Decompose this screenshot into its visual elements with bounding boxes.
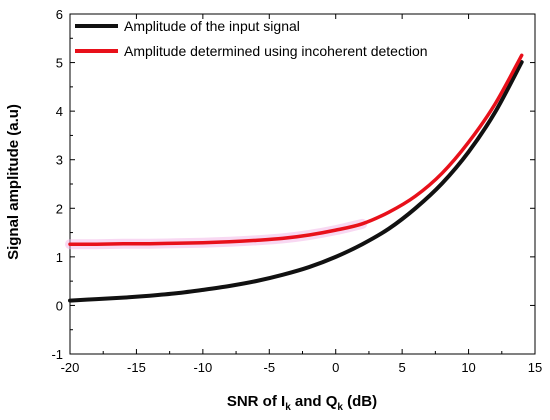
x-tick-label: -20 xyxy=(61,360,80,375)
y-tick-label: 4 xyxy=(56,104,63,119)
x-tick-label: -15 xyxy=(127,360,146,375)
plot-frame xyxy=(69,13,536,355)
legend-label-input: Amplitude of the input signal xyxy=(124,18,300,34)
series-line-1 xyxy=(68,53,524,247)
y-tick-label: 5 xyxy=(56,56,63,71)
legend: Amplitude of the input signal Amplitude … xyxy=(75,18,428,59)
x-tick-label: 10 xyxy=(461,360,475,375)
x-axis-title: SNR of Ik and Qk (dB) xyxy=(227,393,377,413)
y-tick-label: 3 xyxy=(56,153,63,168)
legend-label-incoherent: Amplitude determined using incoherent de… xyxy=(124,43,428,59)
plot-area xyxy=(65,13,536,355)
y-tick-label: 6 xyxy=(56,7,63,22)
y-tick-label: 2 xyxy=(56,201,63,216)
x-tick-label: 0 xyxy=(332,360,339,375)
y-tick-label: 1 xyxy=(56,250,63,265)
x-tick-label: -5 xyxy=(264,360,276,375)
x-tick-label: 5 xyxy=(399,360,406,375)
x-tick-label: -10 xyxy=(193,360,212,375)
x-tick-label: 15 xyxy=(528,360,542,375)
y-tick-label: 0 xyxy=(56,298,63,313)
y-tick-label: -1 xyxy=(51,347,63,362)
series-line-0 xyxy=(68,60,524,303)
y-axis-title: Signal amplitude (a.u) xyxy=(5,104,22,260)
